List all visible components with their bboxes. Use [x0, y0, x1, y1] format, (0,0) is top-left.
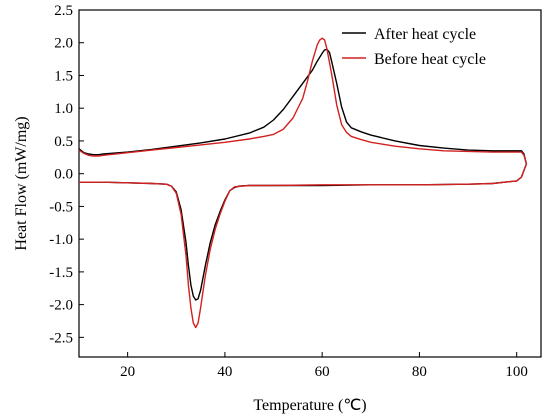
series-line-after-heat-cycle — [78, 48, 528, 301]
y-axis-title: Heat Flow (mW/mg) — [13, 116, 30, 250]
y-tick-label: 2.0 — [54, 36, 73, 52]
x-tick-label: 100 — [505, 364, 528, 380]
axis-ticks — [79, 9, 518, 357]
series-layer — [78, 37, 528, 329]
legend-label-before: Before heat cycle — [374, 51, 486, 68]
legend-label-after: After heat cycle — [374, 26, 476, 43]
legend: After heat cycle Before heat cycle — [342, 26, 486, 68]
plot-frame — [78, 9, 542, 358]
y-tick-label: -1.0 — [49, 232, 73, 248]
x-tick-label: 40 — [217, 364, 232, 380]
y-tick-label: -0.5 — [49, 199, 73, 215]
series-line-before-heat-cycle — [78, 37, 528, 329]
x-tick-label: 20 — [120, 364, 135, 380]
y-tick-label: 1.5 — [54, 68, 73, 84]
y-tick-label: -1.5 — [49, 265, 73, 281]
y-tick-label: 1.0 — [54, 101, 73, 117]
x-tick-label: 60 — [315, 364, 330, 380]
axis-tick-labels: 20 40 60 80 100 2.5 2.0 1.5 1.0 0.5 0.0 -0.5 -1.0 -1.… — [49, 3, 528, 380]
y-tick-label: 0.0 — [54, 167, 73, 183]
y-tick-label: -2.5 — [49, 330, 73, 346]
x-tick-label: 80 — [412, 364, 427, 380]
y-tick-label: 2.5 — [54, 3, 73, 19]
y-tick-label: 0.5 — [54, 134, 73, 150]
x-axis-title: Temperature (℃) — [253, 397, 366, 414]
y-tick-label: -2.0 — [49, 298, 73, 314]
